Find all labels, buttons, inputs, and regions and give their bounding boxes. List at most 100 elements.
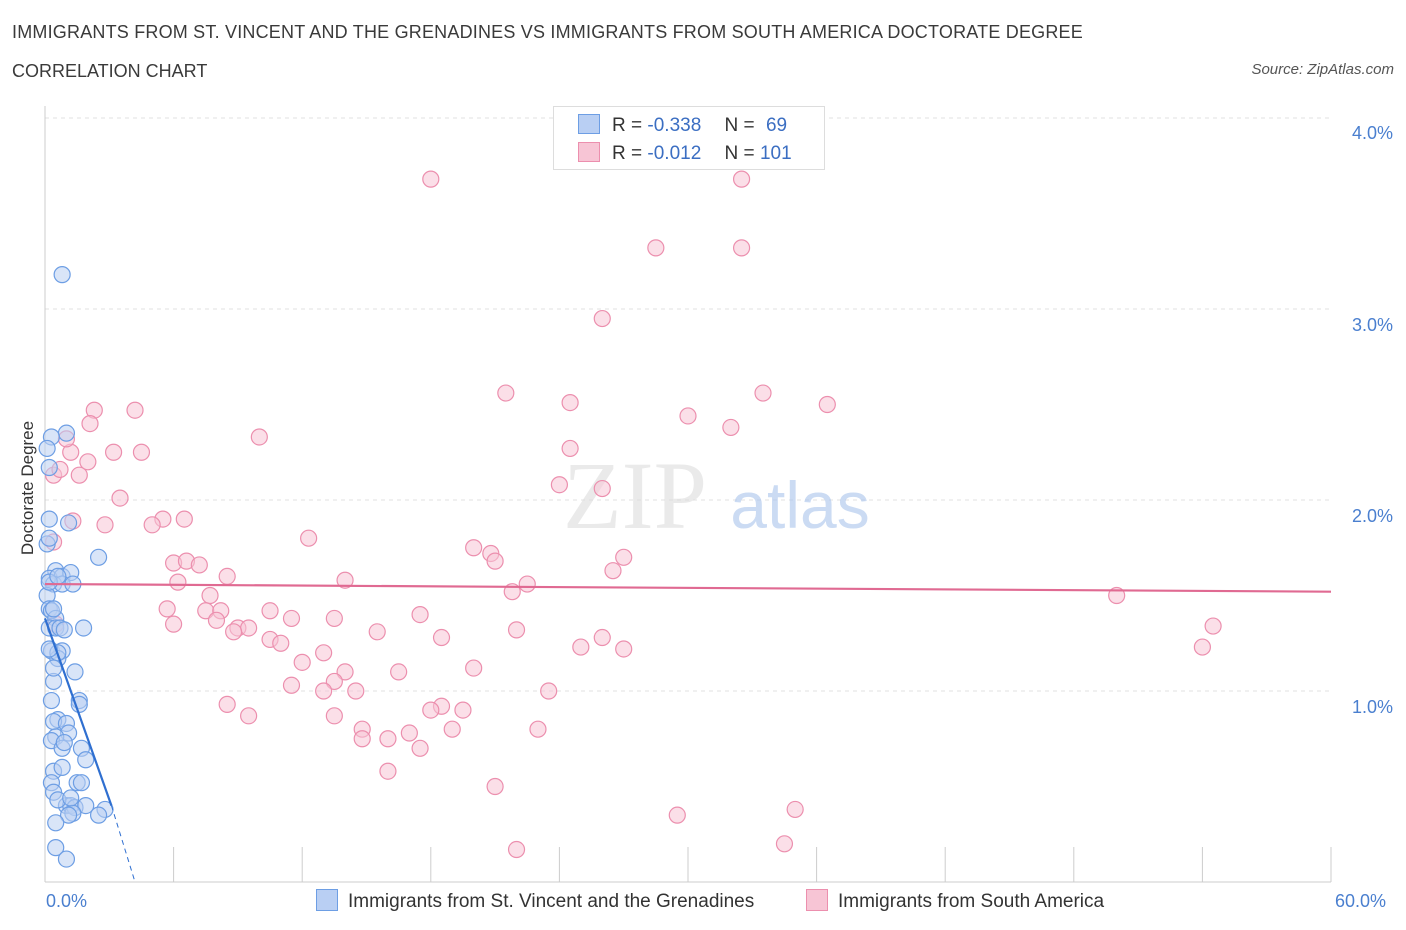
st-vincent-point-5	[40, 510, 58, 528]
series-south-america-points	[44, 170, 1222, 859]
st-vincent-point-6	[59, 514, 78, 532]
stats-legend: R = -0.338 N = 69 R = -0.012 N = 101	[553, 106, 825, 170]
x-tick-label-max: 60.0%	[1335, 891, 1387, 911]
bottom-legend-swatch-pink	[806, 889, 828, 911]
st-vincent-point-1	[57, 424, 76, 442]
south-america-point-4	[593, 309, 611, 328]
south-america-point-68	[465, 659, 483, 677]
south-america-point-64	[615, 640, 633, 658]
south-america-point-7	[818, 395, 836, 414]
south-america-point-66	[336, 663, 354, 681]
south-america-point-38	[218, 567, 236, 586]
south-america-point-27	[96, 516, 114, 534]
south-america-point-83	[529, 720, 547, 738]
south-america-point-48	[261, 602, 279, 620]
chart-title: IMMIGRANTS FROM ST. VINCENT AND THE GREN…	[12, 22, 1083, 42]
st-vincent-point-62	[53, 758, 71, 777]
south-america-point-65	[315, 644, 333, 662]
south-america-point-58	[507, 621, 526, 639]
st-vincent-point-67	[44, 659, 63, 677]
st-vincent-point-45	[72, 774, 91, 792]
st-vincent-point-66	[55, 733, 73, 752]
legend-swatch-blue	[578, 114, 600, 134]
south-america-point-73	[347, 682, 365, 700]
south-america-point-91	[668, 806, 686, 824]
south-america-point-88	[379, 762, 397, 780]
y-tick-label-4: 4.0%	[1351, 123, 1393, 143]
south-america-point-41	[518, 575, 536, 593]
south-america-point-60	[272, 634, 290, 652]
south-america-point-90	[786, 800, 804, 819]
watermark-zip: ZIP	[563, 442, 707, 549]
south-america-point-19	[132, 443, 151, 461]
south-america-point-13	[126, 401, 144, 419]
south-america-point-63	[572, 638, 590, 656]
south-america-point-57	[368, 623, 386, 641]
y-tick-label-2: 2.0%	[1351, 506, 1393, 526]
south-america-point-50	[325, 609, 343, 628]
south-america-point-39	[169, 573, 187, 591]
trend-line-st-vincent-extension	[110, 805, 136, 883]
south-america-point-94	[1204, 617, 1222, 635]
south-america-point-92	[507, 840, 526, 859]
south-america-point-75	[218, 695, 236, 713]
south-america-point-15	[79, 453, 97, 471]
south-america-point-34	[604, 562, 622, 580]
st-vincent-point-68	[49, 567, 67, 586]
south-america-point-82	[443, 720, 461, 738]
south-america-point-24	[175, 510, 193, 528]
y-tick-label-3: 3.0%	[1351, 315, 1393, 335]
st-vincent-point-57	[57, 850, 76, 868]
st-vincent-point-56	[47, 839, 65, 857]
st-vincent-point-9	[89, 548, 108, 566]
st-vincent-point-55	[47, 814, 65, 832]
south-america-point-2	[647, 239, 665, 257]
st-vincent-point-24	[74, 619, 93, 637]
south-america-point-5	[497, 384, 515, 402]
legend-swatch-pink	[578, 142, 600, 162]
south-america-point-51	[411, 605, 429, 624]
st-vincent-point-4	[40, 458, 58, 477]
south-america-point-86	[400, 724, 418, 742]
south-america-point-23	[111, 489, 129, 507]
south-america-point-74	[540, 682, 558, 700]
south-america-point-43	[201, 586, 219, 605]
south-america-point-84	[379, 730, 397, 748]
south-america-point-76	[240, 707, 258, 725]
gridlines	[45, 117, 1331, 692]
st-vincent-point-41	[77, 751, 95, 769]
south-america-point-10	[722, 418, 740, 437]
trend-line-st-vincent	[43, 618, 113, 806]
south-america-point-80	[454, 701, 472, 719]
st-vincent-point-3	[38, 439, 56, 458]
south-america-point-49	[282, 609, 301, 628]
legend-r-value-1: -0.338	[647, 115, 702, 136]
legend-row-south-america: R = -0.012 N = 101	[578, 142, 792, 165]
trend-lines	[43, 582, 1332, 883]
south-america-point-70	[390, 663, 408, 681]
source-label: Source: ZipAtlas.com	[1251, 61, 1394, 78]
south-america-point-14	[250, 428, 268, 446]
south-america-point-0	[422, 170, 440, 188]
bottom-legend-st-vincent: Immigrants from St. Vincent and the Gren…	[316, 889, 754, 913]
south-america-point-52	[207, 611, 226, 629]
legend-n-value-1: 69	[765, 115, 788, 136]
south-america-point-61	[432, 628, 451, 647]
st-vincent-point-61	[62, 789, 80, 807]
south-america-point-32	[486, 552, 504, 570]
south-america-point-22	[593, 479, 611, 498]
south-america-point-16	[70, 466, 88, 484]
south-america-point-17	[104, 443, 123, 461]
south-america-point-95	[1193, 638, 1212, 656]
south-america-point-9	[679, 407, 697, 425]
south-america-point-85	[353, 730, 371, 748]
legend-row-st-vincent: R = -0.338 N = 69	[578, 114, 787, 137]
watermark-atlas: atlas	[730, 468, 869, 542]
axes	[44, 106, 1332, 883]
south-america-point-1	[732, 170, 751, 188]
st-vincent-point-53	[59, 806, 78, 824]
y-tick-label-1: 1.0%	[1351, 697, 1393, 717]
south-america-point-55	[225, 623, 243, 641]
south-america-point-8	[561, 393, 579, 412]
south-america-point-33	[615, 548, 633, 566]
